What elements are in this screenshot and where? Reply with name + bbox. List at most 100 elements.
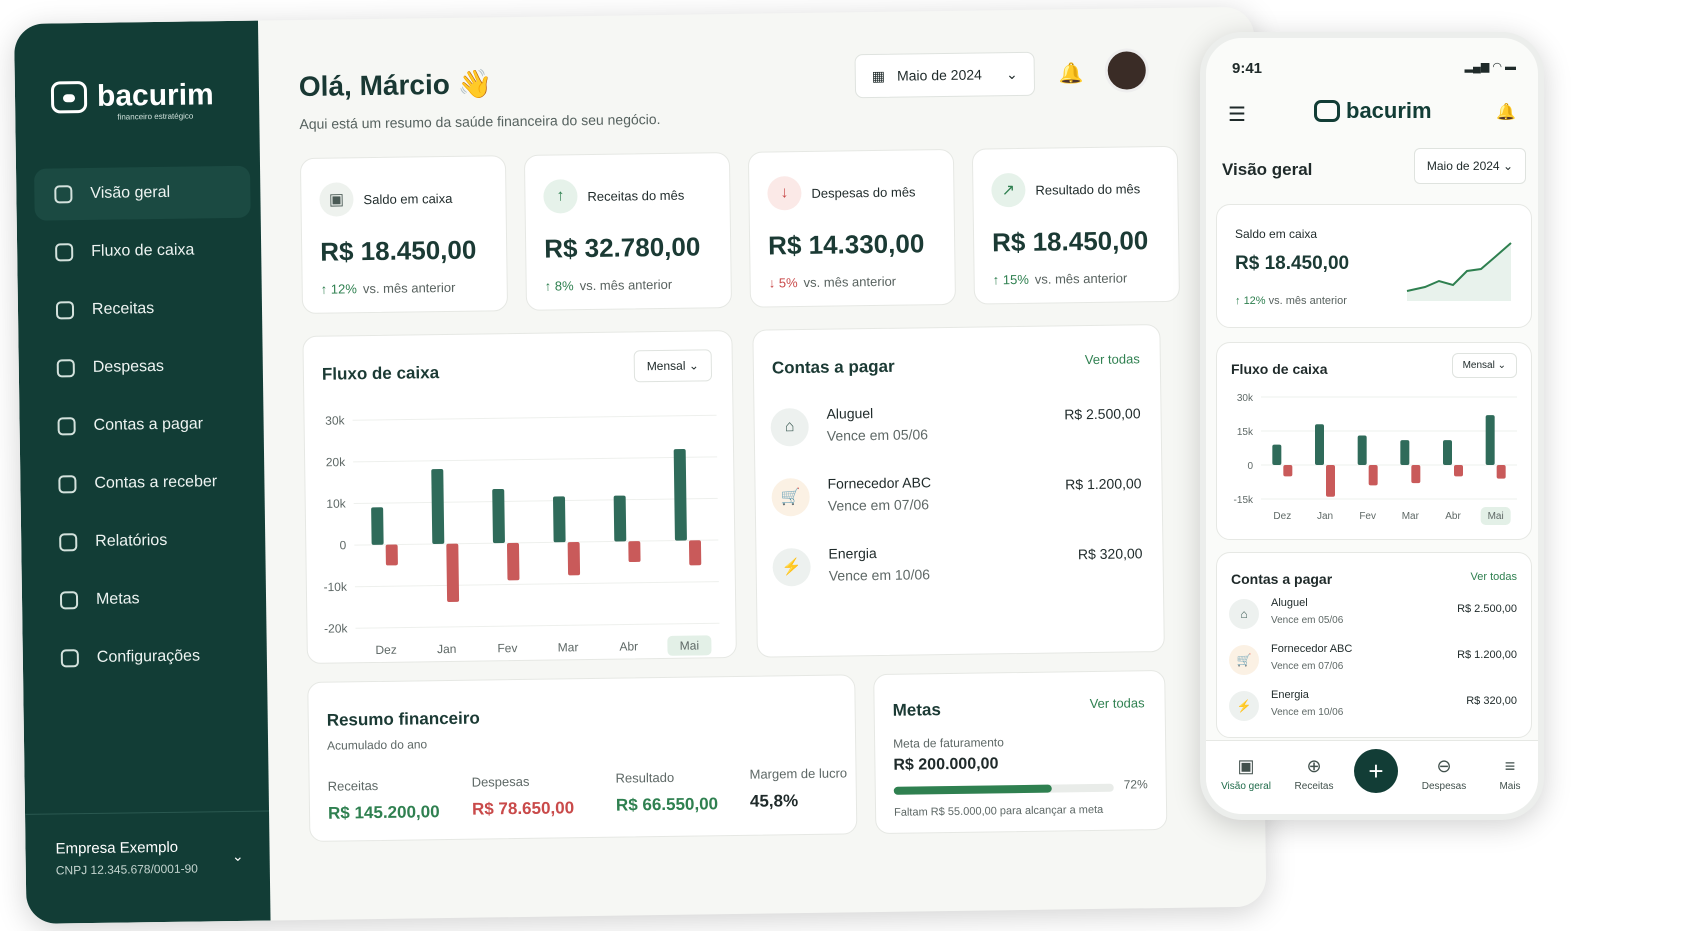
bar-Abr-in[interactable] [1443,440,1452,465]
cashflow-period-select[interactable]: Mensal ⌄ [633,349,713,383]
cart-icon: 🛒 [1229,645,1259,675]
payable-row[interactable]: 🛒 Fornecedor ABC Vence em 07/06 R$ 1.200,00 [771,467,1142,528]
x-tick-label: Abr [619,639,638,653]
kpi-delta-value: ↑ 15% [992,271,1029,288]
minus-circle-icon [56,359,75,378]
payables-title: Contas a pagar [771,356,895,378]
payables-view-all-link[interactable]: Ver todas [1084,351,1140,368]
goals-view-all-link[interactable]: Ver todas [1089,695,1145,712]
add-button[interactable]: + [1354,749,1398,793]
mobile-cashflow-period-select[interactable]: Mensal ⌄ [1451,353,1517,378]
calendar-icon: ▦ [871,67,886,84]
bar-Dez-in[interactable] [371,507,384,545]
payable-value: R$ 2.500,00 [1457,603,1517,615]
mobile-payables-card: Contas a pagar Ver todas ⌂ Aluguel Vence e… [1216,552,1532,738]
wallet-icon: ▣ [319,182,354,217]
payable-value: R$ 320,00 [1466,695,1517,707]
tab-up-circle[interactable]: ⊕ Receitas [1284,756,1344,792]
period-selector[interactable]: ▦ Maio de 2024 ⌄ [854,51,1036,99]
bar-Mar-in[interactable] [1400,440,1410,465]
goal-progress-track [893,783,1114,795]
bar-Abr-out[interactable] [628,541,641,563]
kpi-delta-value: ↑ 12% [320,281,357,297]
tab-down-circle[interactable]: ⊖ Despesas [1414,756,1474,792]
y-tick-label: 30k [1237,393,1254,404]
x-label-highlight [1480,507,1511,525]
report-icon [59,533,78,552]
brand-logo[interactable]: bacurim [50,78,214,114]
payable-row[interactable]: ⌂ Aluguel Vence em 05/06 R$ 2.500,00 [770,397,1141,458]
bar-Mai-out[interactable] [688,540,702,566]
sidebar-item-7[interactable]: Metas [40,572,257,627]
bar-Dez-in[interactable] [1272,444,1282,465]
sidebar-item-1[interactable]: Fluxo de caixa [35,224,252,279]
payable-value: R$ 1.200,00 [1457,649,1517,661]
mobile-payable-row[interactable]: ⌂ Aluguel Vence em 05/06 R$ 2.500,00 [1229,597,1517,637]
kpi-delta-value: ↓ 5% [768,275,798,291]
bar-Mai-out[interactable] [1496,465,1506,479]
mobile-balance-value: R$ 18.450,00 [1235,253,1350,274]
payable-due: Vence em 05/06 [826,426,929,444]
kpi-value: R$ 18.450,00 [320,234,477,267]
bar-Mar-out[interactable] [567,541,581,576]
payable-due: Vence em 10/06 [1271,707,1344,718]
mobile-payable-row[interactable]: 🛒 Fornecedor ABC Vence em 07/06 R$ 1.200,00 [1229,643,1517,683]
sidebar-item-2[interactable]: Receitas [36,282,253,337]
payable-row[interactable]: ⚡ Energia Vence em 10/06 R$ 320,00 [772,537,1143,598]
company-switcher[interactable]: Empresa Exemplo CNPJ 12.345.678/0001-90 … [25,810,271,924]
tab-label: Visão geral [1221,781,1271,792]
mobile-payables-view-all-link[interactable]: Ver todas [1470,571,1517,583]
sidebar-item-label: Relatórios [95,531,168,550]
sidebar-item-0[interactable]: Visão geral [34,165,251,221]
bar-Fev-out[interactable] [506,542,520,581]
house-icon: ⌂ [770,407,809,447]
kpi-delta-note: vs. mês anterior [579,276,673,294]
bar-Fev-out[interactable] [1368,465,1378,486]
payable-due: Vence em 10/06 [828,566,931,584]
payable-name: Energia [1271,689,1309,701]
bar-Fev-in[interactable] [492,488,505,544]
mobile-brand-logo: bacurim [1314,98,1432,124]
bar-Jan-out[interactable] [446,543,460,603]
kpi-row: ▣ Saldo em caixa R$ 18.450,00 ↑ 12% vs. mês … [258,7,1254,315]
bar-Mar-out[interactable] [1411,465,1421,484]
bar-Jan-in[interactable] [1315,424,1324,465]
bar-Jan-out[interactable] [1326,465,1335,497]
bar-Fev-in[interactable] [1357,435,1367,465]
mobile-period-label: Maio de 2024 [1426,159,1500,173]
kpi-title: Resultado do mês [1035,180,1141,198]
tab-dashboard[interactable]: ▣ Visão geral [1216,756,1276,792]
tab-menu[interactable]: ≡ Mais [1480,756,1538,792]
hamburger-menu-icon[interactable]: ☰ [1228,104,1246,126]
brand-tagline: financeiro estratégico [117,111,194,122]
sidebar-item-6[interactable]: Relatórios [39,514,256,569]
mobile-period-selector[interactable]: Maio de 2024 ⌄ [1413,148,1526,184]
goal-progress-fill [893,784,1053,795]
gridline [354,581,719,588]
bell-icon[interactable]: 🔔 [1058,63,1084,86]
avatar[interactable] [1104,48,1150,93]
bar-Dez-out[interactable] [385,544,398,566]
sidebar-item-8[interactable]: Configurações [41,630,258,685]
bar-Abr-in[interactable] [613,495,627,542]
mobile-payable-row[interactable]: ⚡ Energia Vence em 10/06 R$ 320,00 [1229,689,1517,729]
sidebar-item-5[interactable]: Contas a receber [38,456,255,511]
bar-Mai-in[interactable] [673,448,687,541]
kpi-value: R$ 14.330,00 [767,228,925,261]
bell-icon[interactable]: 🔔 [1496,104,1516,121]
status-icons: ▂▄▆ ◠ ▬ [1464,61,1516,73]
sidebar-item-4[interactable]: Contas a pagar [37,398,254,453]
sidebar-item-3[interactable]: Despesas [36,340,253,395]
plus-circle-icon [55,301,75,320]
chevron-down-icon[interactable]: ⌄ [231,847,244,865]
summary-label: Receitas [327,777,379,794]
kpi-delta: ↑ 12% vs. mês anterior [320,279,489,297]
bar-Mar-in[interactable] [553,496,566,543]
bar-Jan-in[interactable] [431,468,445,544]
mobile-page-title: Visão geral [1222,160,1313,179]
bar-Dez-out[interactable] [1283,465,1293,477]
bar-Mai-in[interactable] [1485,415,1495,465]
bar-Abr-out[interactable] [1454,465,1463,477]
y-tick-label: -20k [324,621,349,635]
gridline [352,414,717,421]
